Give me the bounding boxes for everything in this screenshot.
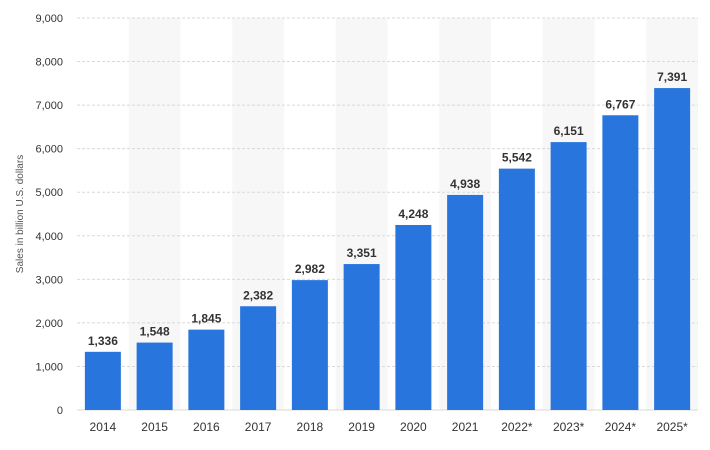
x-tick-label: 2019: [348, 420, 375, 434]
bar-value-label: 1,548: [140, 325, 170, 339]
bar-2017: [240, 306, 277, 410]
bar-value-label: 2,982: [295, 262, 325, 276]
bar-value-label: 2,382: [243, 288, 273, 302]
bar-value-label: 1,845: [191, 312, 221, 326]
y-tick-label: 2,000: [35, 318, 63, 330]
bar-2019: [343, 264, 380, 410]
bar-value-label: 4,938: [450, 177, 480, 191]
y-axis-ticks: 0 1,000 2,000 3,000 4,000 5,000 6,000 7,000 8,00…: [35, 13, 63, 417]
bar-2018: [291, 280, 328, 410]
bar-2022: [498, 168, 535, 410]
bar-value-label: 5,542: [502, 151, 532, 165]
bar-2021: [447, 194, 484, 410]
bar-value-label: 3,351: [347, 246, 377, 260]
x-axis-ticks: 2014 2015 2016 2017 2018 2019 2020 2021 2022* 202…: [90, 420, 689, 434]
bar-2014: [84, 351, 121, 410]
x-tick-label: 2024*: [605, 420, 637, 434]
bar-2016: [188, 329, 225, 410]
x-tick-label: 2023*: [553, 420, 585, 434]
y-tick-label: 7,000: [35, 100, 63, 112]
x-tick-label: 2015: [141, 420, 168, 434]
gridlines: [77, 17, 698, 411]
y-tick-label: 3,000: [35, 274, 63, 286]
bar-value-labels: 1,336 1,548 1,845 2,382 2,982 3,351 4,248 4,938…: [88, 70, 688, 348]
bar-value-label: 7,391: [657, 70, 687, 84]
y-tick-label: 6,000: [35, 144, 63, 156]
x-tick-label: 2018: [297, 420, 324, 434]
y-axis-title: Sales in billion U.S. dollars: [15, 155, 26, 273]
y-tick-label: 5,000: [35, 187, 63, 199]
x-tick-label: 2014: [90, 420, 117, 434]
bar-value-label: 6,151: [554, 124, 584, 138]
bar-value-label: 6,767: [605, 97, 635, 111]
y-tick-label: 0: [57, 405, 63, 417]
bar-2020: [395, 224, 432, 410]
bar-2023: [550, 142, 587, 410]
y-tick-label: 9,000: [35, 13, 63, 25]
x-tick-label: 2020: [400, 420, 427, 434]
x-tick-label: 2022*: [501, 420, 533, 434]
bars: [84, 88, 691, 411]
bar-value-label: 1,336: [88, 334, 118, 348]
y-tick-label: 1,000: [35, 361, 63, 373]
bar-2025: [654, 88, 691, 411]
x-tick-label: 2017: [245, 420, 272, 434]
y-tick-label: 4,000: [35, 231, 63, 243]
bar-value-label: 4,248: [398, 207, 428, 221]
x-tick-label: 2016: [193, 420, 220, 434]
bar-2015: [136, 342, 173, 410]
y-tick-label: 8,000: [35, 57, 63, 69]
x-tick-label: 2025*: [656, 420, 688, 434]
bar-2024: [602, 115, 639, 410]
x-tick-label: 2021: [452, 420, 479, 434]
